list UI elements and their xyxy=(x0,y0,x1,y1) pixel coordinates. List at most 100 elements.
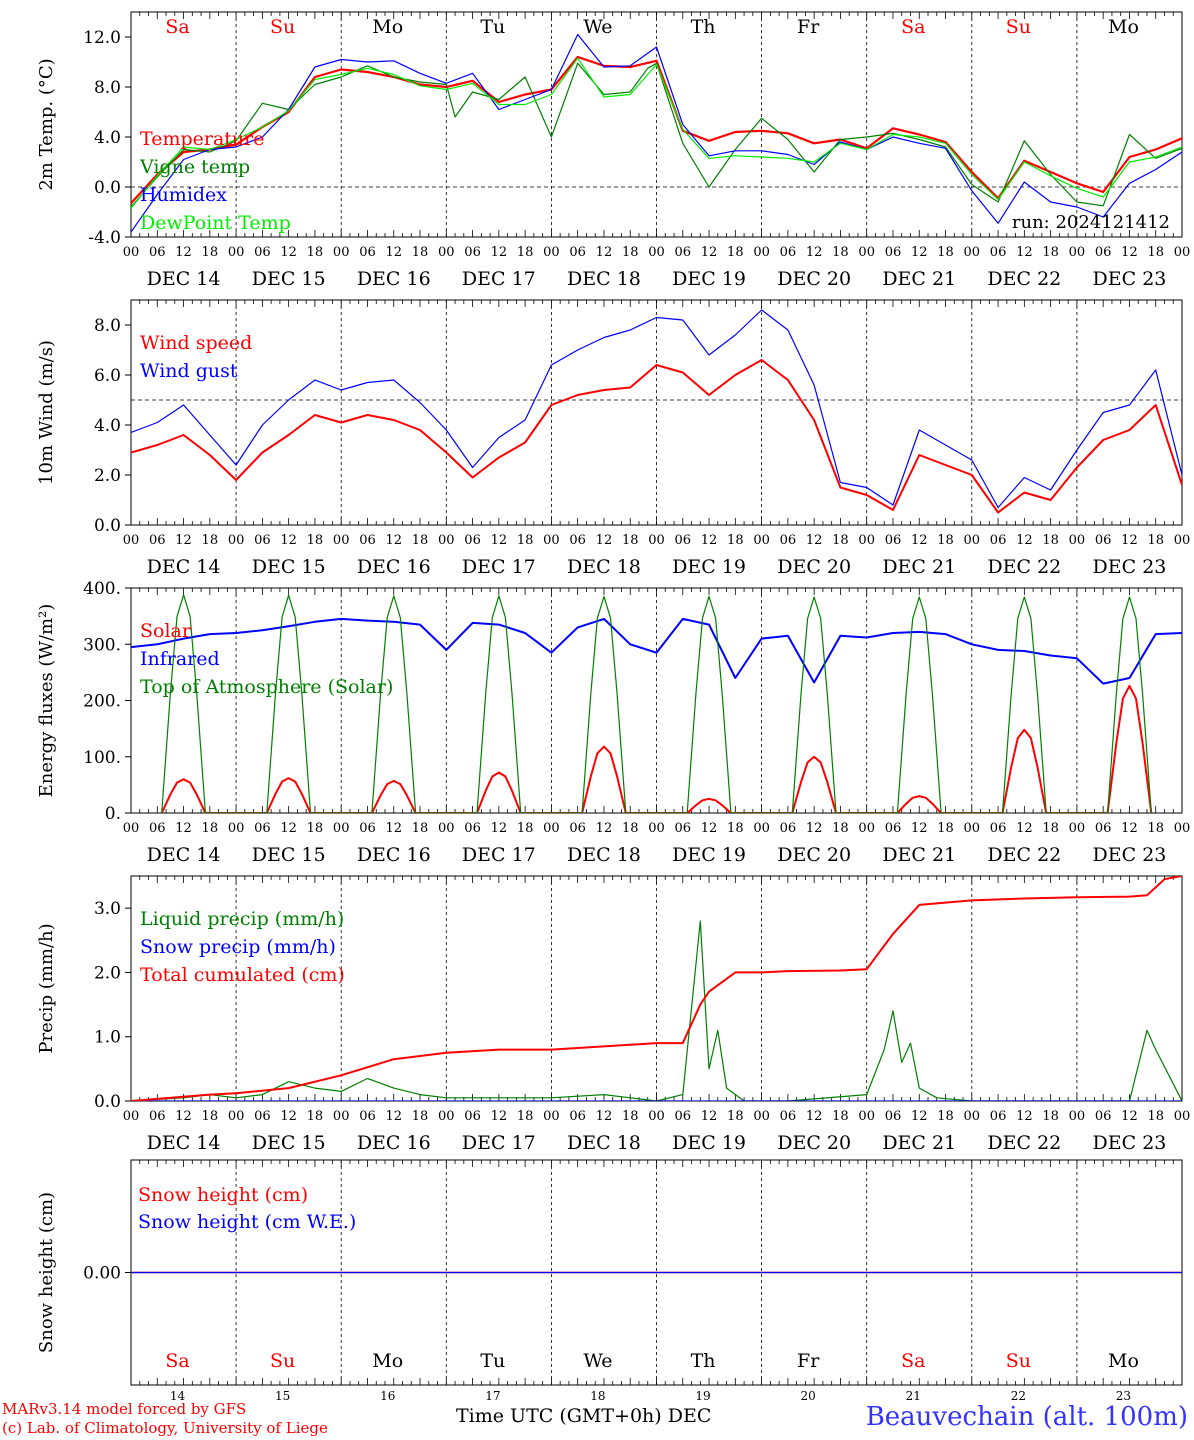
hour-tick-label: 06 xyxy=(885,245,902,260)
hour-tick-label: 18 xyxy=(1042,1109,1059,1124)
hour-tick-label: 18 xyxy=(1147,1109,1164,1124)
hour-tick-label: 18 xyxy=(1042,245,1059,260)
day-name-label: Mo xyxy=(1108,1350,1139,1372)
date-label: DEC 15 xyxy=(252,556,326,578)
x-axis-month: DEC xyxy=(667,1405,712,1427)
hour-tick-label: 06 xyxy=(464,821,481,836)
y-tick-label: 100. xyxy=(83,748,121,768)
series-line-4 xyxy=(131,57,1182,209)
hour-tick-label: 06 xyxy=(990,533,1007,548)
hour-tick-label: 00 xyxy=(438,821,455,836)
hour-tick-label: 00 xyxy=(753,533,770,548)
hour-tick-label: 00 xyxy=(333,821,350,836)
hour-tick-label: 12 xyxy=(385,245,402,260)
date-label: DEC 16 xyxy=(357,1132,431,1154)
hour-tick-label: 06 xyxy=(359,245,376,260)
day-name-label: Mo xyxy=(1108,16,1139,38)
hour-tick-label: 12 xyxy=(491,533,508,548)
date-label: DEC 21 xyxy=(882,556,956,578)
date-label: DEC 19 xyxy=(672,844,746,866)
hour-tick-label: 12 xyxy=(596,533,613,548)
hour-tick-label: 18 xyxy=(622,1109,639,1124)
day-number-label: 21 xyxy=(906,1389,921,1403)
hour-tick-label: 06 xyxy=(464,533,481,548)
hour-tick-label: 12 xyxy=(911,533,928,548)
hour-tick-label: 06 xyxy=(149,245,166,260)
hour-tick-label: 06 xyxy=(885,533,902,548)
hour-tick-label: 18 xyxy=(832,821,849,836)
day-name-label: Tu xyxy=(480,16,505,38)
panel-frame xyxy=(130,11,1183,238)
hour-tick-label: 18 xyxy=(307,821,324,836)
hour-tick-label: 12 xyxy=(1016,1109,1033,1124)
day-name-label: Su xyxy=(270,1350,295,1372)
hour-tick-label: 12 xyxy=(806,245,823,260)
hour-tick-label: 06 xyxy=(885,1109,902,1124)
date-label: DEC 14 xyxy=(147,1132,221,1154)
hour-tick-label: 06 xyxy=(675,245,692,260)
hour-tick-label: 06 xyxy=(780,533,797,548)
hour-tick-label: 00 xyxy=(333,533,350,548)
hour-tick-label: 06 xyxy=(1095,1109,1112,1124)
legend-entry: Total cumulated (cm) xyxy=(140,964,345,986)
hour-tick-label: 12 xyxy=(911,1109,928,1124)
hour-tick-label: 06 xyxy=(359,1109,376,1124)
date-label: DEC 15 xyxy=(252,844,326,866)
date-label: DEC 15 xyxy=(252,268,326,290)
hour-tick-label: 00 xyxy=(858,533,875,548)
hour-tick-label: 06 xyxy=(675,1109,692,1124)
hour-tick-label: 12 xyxy=(806,533,823,548)
hour-tick-label: 12 xyxy=(701,821,718,836)
y-tick-label: 300. xyxy=(83,635,121,655)
date-label: DEC 16 xyxy=(357,268,431,290)
hour-tick-label: 06 xyxy=(1095,821,1112,836)
hour-tick-label: 18 xyxy=(937,821,954,836)
hour-tick-label: 06 xyxy=(254,821,271,836)
x-axis-title-text: Time UTC (GMT+0h) xyxy=(456,1405,662,1427)
series-line-1 xyxy=(131,359,1182,514)
day-name-label: Su xyxy=(270,16,295,38)
hour-tick-label: 00 xyxy=(648,821,665,836)
hour-tick-label: 12 xyxy=(280,821,297,836)
panel-2: 0.0 2.0 4.0 6.0 8.0 10m Wind (m/s) 00 06 12 18 00 0… xyxy=(36,299,1191,578)
hour-tick-label: 06 xyxy=(149,533,166,548)
y-tick-label: 4.0 xyxy=(94,128,121,148)
panel-frame xyxy=(130,299,1183,526)
hour-tick-label: 00 xyxy=(1174,1109,1191,1124)
legend-entry: Wind speed xyxy=(140,332,252,354)
hour-tick-label: 12 xyxy=(491,821,508,836)
hour-tick-label: 12 xyxy=(280,245,297,260)
hour-tick-label: 06 xyxy=(464,245,481,260)
hour-tick-label: 06 xyxy=(569,533,586,548)
hour-tick-label: 06 xyxy=(359,533,376,548)
hour-tick-label: 18 xyxy=(412,1109,429,1124)
y-tick-label: 0.0 xyxy=(94,516,121,536)
hour-tick-label: 18 xyxy=(937,245,954,260)
series-line-2 xyxy=(131,309,1182,509)
hour-tick-label: 00 xyxy=(333,1109,350,1124)
day-name-label: Tu xyxy=(480,1350,505,1372)
date-label: DEC 22 xyxy=(987,268,1061,290)
hour-tick-label: 12 xyxy=(1016,245,1033,260)
hour-tick-label: 06 xyxy=(990,1109,1007,1124)
hour-tick-label: 12 xyxy=(1121,533,1138,548)
hour-tick-label: 18 xyxy=(1042,821,1059,836)
legend-entry: Snow height (cm) xyxy=(138,1184,308,1206)
hour-tick-label: 18 xyxy=(622,821,639,836)
hour-tick-label: 06 xyxy=(780,821,797,836)
day-name-label: Mo xyxy=(372,1350,403,1372)
hour-tick-label: 00 xyxy=(964,1109,981,1124)
hour-tick-label: 12 xyxy=(596,821,613,836)
day-name-label: Sa xyxy=(901,1350,925,1372)
hour-tick-label: 00 xyxy=(543,533,560,548)
hour-tick-label: 00 xyxy=(1174,533,1191,548)
day-name-label: Sa xyxy=(165,1350,189,1372)
hour-tick-label: 00 xyxy=(753,821,770,836)
date-label: DEC 23 xyxy=(1093,844,1167,866)
y-tick-label: 12.0 xyxy=(83,28,121,48)
hour-tick-label: 00 xyxy=(438,1109,455,1124)
date-label: DEC 22 xyxy=(987,556,1061,578)
date-label: DEC 17 xyxy=(462,556,536,578)
hour-tick-label: 18 xyxy=(202,1109,219,1124)
hour-tick-label: 12 xyxy=(280,1109,297,1124)
